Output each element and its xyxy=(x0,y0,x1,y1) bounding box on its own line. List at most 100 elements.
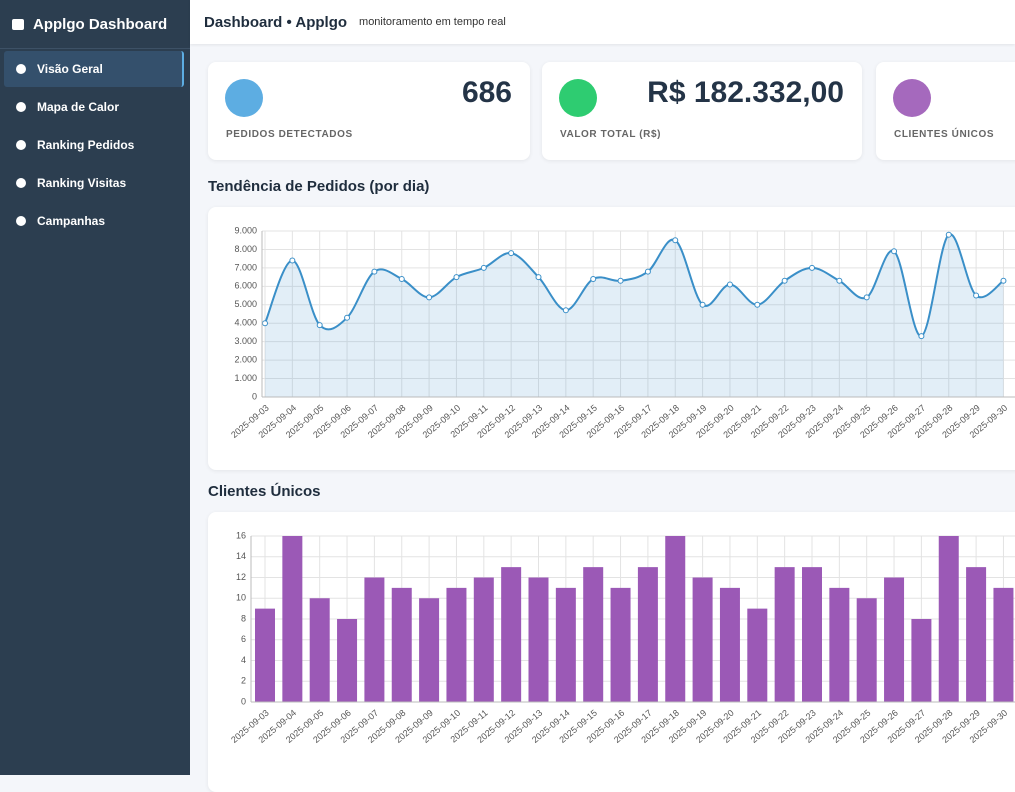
point xyxy=(809,264,815,271)
card-value: 686 xyxy=(461,76,512,109)
chart-title: Tendência de Pedidos (por dia) xyxy=(208,178,430,195)
y-tick-label: 4.000 xyxy=(234,318,257,328)
y-tick-label: 6 xyxy=(241,634,246,644)
header-subtitle: monitoramento em tempo real xyxy=(359,16,506,28)
brand: Applgo Dashboard xyxy=(0,0,190,49)
y-tick-label: 14 xyxy=(236,551,246,561)
y-tick-label: 7.000 xyxy=(234,262,257,272)
header: Dashboard • Applgo monitoramento em temp… xyxy=(190,0,1015,44)
card-icon xyxy=(225,79,263,117)
bar xyxy=(309,598,330,702)
y-tick-label: 3.000 xyxy=(234,336,257,346)
nav-item[interactable]: Campanhas xyxy=(4,203,184,239)
y-tick-label: 1.000 xyxy=(234,373,257,383)
point xyxy=(617,277,624,284)
point xyxy=(480,264,487,271)
bar xyxy=(993,587,1014,702)
y-tick-label: 8 xyxy=(241,613,246,623)
bar xyxy=(255,608,275,702)
nav-item[interactable]: Ranking Visitas xyxy=(4,165,184,201)
bar xyxy=(719,587,740,702)
y-tick-label: 5.000 xyxy=(234,299,257,309)
nav-item[interactable]: Mapa de Calor xyxy=(4,89,184,125)
bar xyxy=(802,567,822,702)
bar xyxy=(966,567,987,702)
point xyxy=(535,274,542,281)
point xyxy=(562,307,569,314)
nav-item[interactable]: Ranking Pedidos xyxy=(4,127,184,163)
point xyxy=(453,274,460,281)
point xyxy=(945,231,952,238)
y-tick-label: 12 xyxy=(236,572,246,582)
point xyxy=(973,292,980,299)
bar xyxy=(637,567,658,702)
point xyxy=(672,237,679,244)
bar xyxy=(583,567,604,702)
bar xyxy=(419,598,440,702)
bar xyxy=(501,567,522,702)
chart-title: Clientes Únicos xyxy=(208,483,321,500)
y-tick-label: 16 xyxy=(236,530,246,540)
bar xyxy=(747,608,768,702)
bar xyxy=(473,577,494,702)
bar xyxy=(774,567,795,702)
y-tick-label: 2 xyxy=(241,676,246,686)
y-tick-label: 0 xyxy=(252,391,257,401)
sidebar: Applgo Dashboard Visão Geral Mapa de Cal… xyxy=(0,0,190,775)
bar xyxy=(610,587,631,702)
bar xyxy=(938,536,959,702)
point xyxy=(699,301,706,308)
bar xyxy=(665,536,686,702)
header-title: Dashboard • Applgo xyxy=(204,13,348,31)
point xyxy=(781,277,788,284)
bar xyxy=(446,587,467,702)
y-tick-label: 9.000 xyxy=(234,225,257,235)
bar xyxy=(528,577,549,702)
bar xyxy=(884,577,905,702)
bar xyxy=(829,587,850,702)
y-tick-label: 4 xyxy=(241,655,246,665)
point xyxy=(316,322,323,329)
y-tick-label: 10 xyxy=(236,593,246,603)
nav-label[interactable]: Visão Geral xyxy=(37,62,103,76)
point xyxy=(262,320,268,327)
point xyxy=(371,268,378,275)
y-tick-label: 0 xyxy=(241,696,246,706)
point xyxy=(344,314,351,321)
bar xyxy=(391,587,412,702)
nav-label[interactable]: Ranking Pedidos xyxy=(37,138,135,152)
area xyxy=(265,234,1004,397)
card-icon xyxy=(893,79,931,117)
nav-label[interactable]: Campanhas xyxy=(37,214,106,228)
point xyxy=(644,268,651,275)
bar xyxy=(282,536,303,702)
charts: 0 1.000 2.000 3.000 4.000 5.000 6.000 7.000 8.00… xyxy=(229,225,1015,745)
card-icon xyxy=(559,79,597,117)
card-label: PEDIDOS DETECTADOS xyxy=(226,129,353,140)
y-tick-label: 8.000 xyxy=(234,244,257,254)
point xyxy=(918,333,925,340)
nav-label[interactable]: Mapa de Calor xyxy=(37,100,120,114)
bar xyxy=(337,619,358,702)
point xyxy=(1000,277,1007,284)
point xyxy=(508,250,515,257)
card-value: R$ 182.332,00 xyxy=(647,76,844,109)
nav-item[interactable]: Visão Geral xyxy=(4,51,184,87)
chart-panel xyxy=(208,207,1015,470)
point xyxy=(590,275,597,282)
y-tick-label: 2.000 xyxy=(234,354,257,364)
bar xyxy=(911,619,932,702)
point xyxy=(426,294,433,301)
bar xyxy=(856,598,877,702)
bar xyxy=(692,577,713,702)
point xyxy=(398,275,405,282)
point xyxy=(836,277,843,284)
card-label: VALOR TOTAL (R$) xyxy=(560,129,662,140)
stat-card: CLIENTES ÚNICOS xyxy=(876,62,1015,160)
bar xyxy=(364,577,385,702)
nav-label[interactable]: Ranking Visitas xyxy=(37,176,127,190)
card-label: CLIENTES ÚNICOS xyxy=(894,129,995,140)
stat-card: R$ 182.332,00 VALOR TOTAL (R$) xyxy=(542,62,862,160)
point xyxy=(891,248,898,255)
